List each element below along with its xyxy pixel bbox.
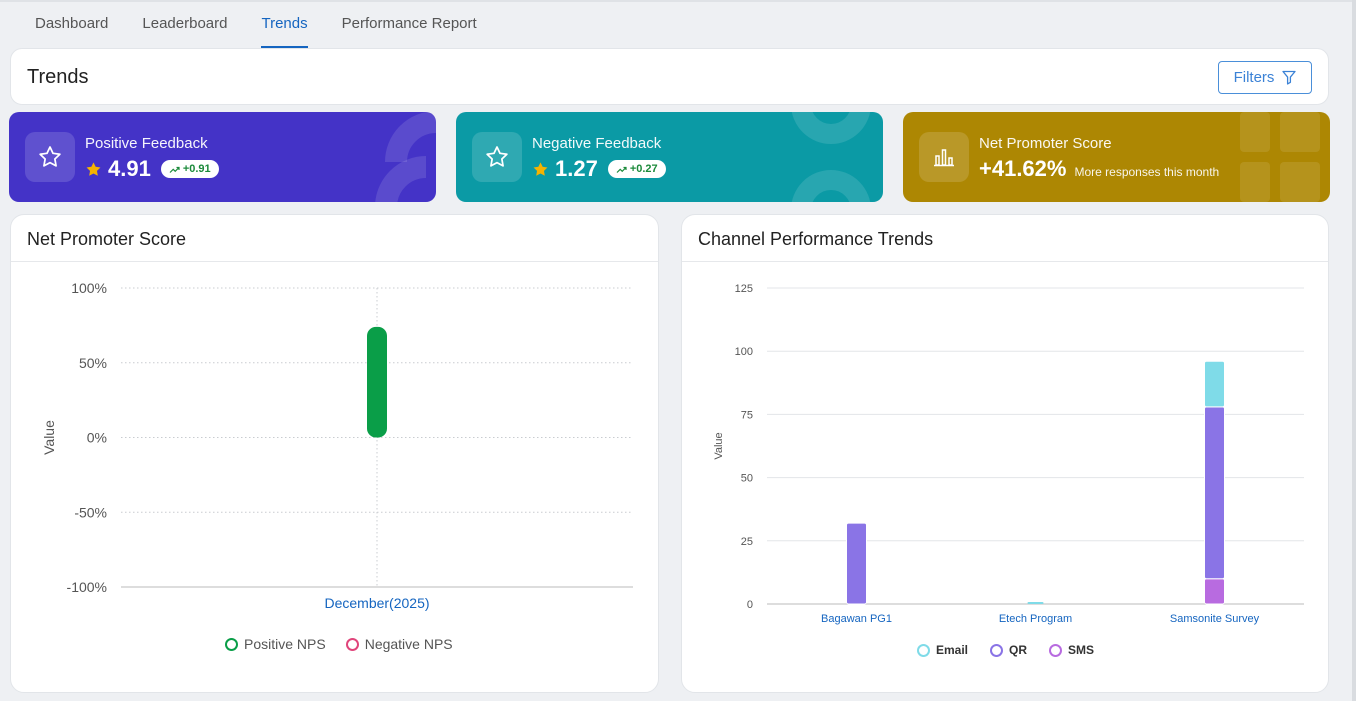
legend-label: Negative NPS: [364, 636, 453, 652]
y-tick-label: 100%: [71, 280, 107, 296]
tab-leaderboard[interactable]: Leaderboard: [142, 15, 228, 32]
y-tick-label: -100%: [67, 579, 107, 595]
filters-label: Filters: [1233, 69, 1275, 86]
legend-item[interactable]: Email: [917, 643, 968, 657]
y-tick-label: 100: [735, 346, 753, 358]
y-tick-label: -50%: [74, 504, 107, 520]
legend-item[interactable]: Positive NPS: [225, 636, 326, 652]
stat-value: +41.62%: [979, 156, 1067, 181]
stat-label: Net Promoter Score: [979, 135, 1112, 152]
y-tick-label: 75: [741, 409, 753, 421]
trend-badge: +0.91: [160, 160, 219, 178]
tab-dashboard[interactable]: Dashboard: [35, 15, 109, 32]
y-axis-label: Value: [41, 420, 57, 455]
decorative-pattern: [1240, 112, 1320, 202]
legend-item[interactable]: QR: [990, 643, 1027, 657]
bar-chart-icon: [919, 132, 969, 182]
legend-label: SMS: [1068, 643, 1095, 657]
legend-marker: [917, 643, 930, 657]
star-rating-icon: [86, 161, 101, 176]
net-promoter-score-card: Net Promoter Score +41.62% More response…: [903, 112, 1330, 202]
legend-marker: [225, 637, 238, 651]
x-tick-label: Bagawan PG1: [821, 613, 892, 625]
nps-chart: 100% 50% 0% -50% -100% December(2025) Value: [41, 280, 633, 611]
legend-item[interactable]: Negative NPS: [345, 636, 453, 652]
y-tick-label: 50: [741, 473, 753, 485]
x-tick-label: Samsonite Survey: [1170, 613, 1260, 625]
star-icon: [472, 132, 522, 182]
x-tick-label: Etech Program: [999, 613, 1072, 625]
page-header: Trends Filters: [10, 48, 1329, 105]
y-axis-label: Value: [713, 432, 725, 459]
legend-label: QR: [1009, 643, 1028, 657]
card-title: Channel Performance Trends: [698, 229, 934, 249]
y-tick-label: 0%: [87, 430, 107, 446]
legend-label: Email: [936, 643, 969, 657]
stat-value: 4.91: [108, 156, 151, 181]
nps-chart-card: Net Promoter Score 100% 50% 0% -50% -100% Dec…: [10, 214, 659, 693]
channel-chart: 125 100 75 50 25 0 Bagawan PG1 Etech Program Sam…: [713, 283, 1304, 625]
trend-up-icon: [616, 166, 627, 173]
x-tick-label: December(2025): [324, 595, 429, 611]
card-title: Net Promoter Score: [27, 229, 187, 249]
bar-sms: [1204, 578, 1225, 605]
stat-label: Positive Feedback: [85, 135, 208, 152]
channel-legend: Email QR SMS: [917, 643, 1094, 657]
bar-qr: [1204, 406, 1225, 580]
star-icon: [25, 132, 75, 182]
y-tick-label: 25: [741, 536, 753, 548]
page-title: Trends: [27, 66, 89, 88]
legend-marker: [1049, 643, 1063, 657]
legend-marker: [990, 643, 1004, 657]
tab-trends[interactable]: Trends: [244, 0, 324, 48]
stat-label: Negative Feedback: [532, 135, 662, 152]
bar-email: [1204, 360, 1225, 408]
channel-chart-card: Channel Performance Trends 125 100 75 50 25 0…: [681, 214, 1329, 693]
trend-up-icon: [169, 166, 180, 173]
legend-item[interactable]: SMS: [1049, 643, 1094, 657]
negative-feedback-card: Negative Feedback 1.27 +0.27: [456, 112, 883, 202]
bar-empty: [1027, 602, 1044, 604]
trend-badge: +0.27: [607, 160, 666, 178]
y-tick-label: 50%: [79, 355, 107, 371]
y-tick-label: 125: [735, 283, 753, 295]
y-tick-label: 0: [747, 599, 753, 611]
decorative-pattern: [791, 112, 871, 202]
decorative-pattern: [375, 112, 436, 202]
bar-qr: [846, 522, 867, 605]
nps-legend: Positive NPS Negative NPS: [225, 636, 453, 652]
scrollbar[interactable]: [1352, 0, 1356, 701]
filters-button[interactable]: Filters: [1218, 61, 1312, 94]
legend-label: Positive NPS: [244, 636, 326, 652]
tab-bar: Dashboard Leaderboard Trends Performance…: [18, 0, 494, 48]
stat-subtext: More responses this month: [1074, 165, 1220, 179]
filter-icon: [1282, 70, 1297, 85]
tab-performance-report[interactable]: Performance Report: [341, 15, 477, 32]
stat-value: 1.27: [555, 156, 598, 181]
star-rating-icon: [533, 161, 548, 176]
positive-feedback-card: Positive Feedback 4.91 +0.91: [9, 112, 436, 202]
bar-positive-nps: [367, 326, 387, 438]
legend-marker: [345, 637, 359, 651]
